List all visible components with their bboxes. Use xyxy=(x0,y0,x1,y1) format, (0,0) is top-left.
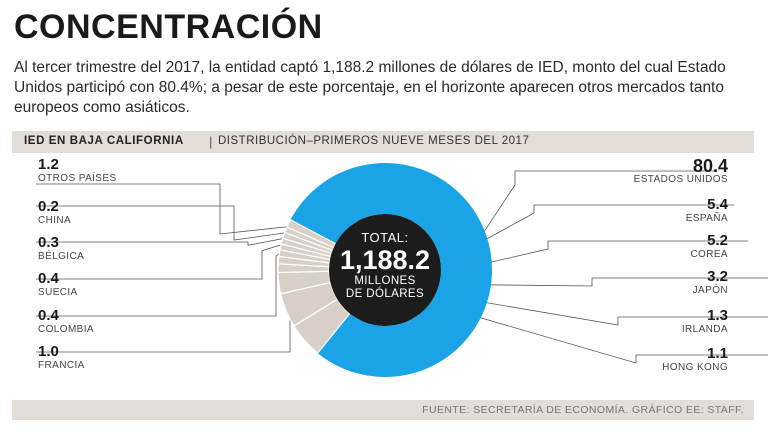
leader-left-2 xyxy=(36,236,290,246)
label-value: 1.0 xyxy=(38,343,59,360)
source-note: FUENTE: SECRETARÍA DE ECONOMÍA. GRÁFICO … xyxy=(422,404,744,416)
label-belgica: 0.3 BÉLGICA xyxy=(38,235,84,263)
label-name: ESTADOS UNIDOS xyxy=(633,174,728,185)
label-value: 80.4 xyxy=(692,156,728,176)
label-value: 0.3 xyxy=(38,234,59,251)
label-value: 5.4 xyxy=(707,196,728,213)
label-name: COLOMBIA xyxy=(38,324,94,335)
footer-band: FUENTE: SECRETARÍA DE ECONOMÍA. GRÁFICO … xyxy=(12,400,754,420)
leader-left-3 xyxy=(36,242,288,280)
label-japon: 3.2 JAPÓN xyxy=(693,269,728,297)
label-value: 0.4 xyxy=(38,270,59,287)
chart-title-band: IED EN BAJA CALIFORNIA | DISTRIBUCIÓN–PR… xyxy=(12,131,754,153)
label-name: ESPAÑA xyxy=(685,213,728,224)
label-suecia: 0.4 SUECIA xyxy=(38,271,78,299)
label-espana: 5.4 ESPAÑA xyxy=(686,197,728,225)
label-value: 1.1 xyxy=(707,345,728,362)
label-name: IRLANDA xyxy=(681,324,728,335)
label-value: 1.2 xyxy=(38,156,59,173)
label-name: SUECIA xyxy=(38,287,78,298)
label-colombia: 0.4 COLOMBIA xyxy=(38,308,94,336)
donut-slices xyxy=(277,162,493,377)
leader-left-1 xyxy=(36,205,292,241)
label-otros: 1.2 OTROS PAÍSES xyxy=(38,157,117,185)
chart-subtitle: DISTRIBUCIÓN–PRIMEROS NUEVE MESES DEL 20… xyxy=(218,135,530,147)
total-label: TOTAL: 1,188.2 MILLONES DE DÓLARES xyxy=(330,230,440,301)
label-estados-unidos: 80.4 ESTADOS UNIDOS xyxy=(633,156,728,186)
label-hong-kong: 1.1 HONG KONG xyxy=(662,346,728,374)
label-value: 3.2 xyxy=(707,268,728,285)
label-corea: 5.2 COREA xyxy=(690,233,728,261)
label-name: JAPÓN xyxy=(692,285,728,296)
leader-right-0 xyxy=(469,170,715,253)
label-name: BÉLGICA xyxy=(38,251,85,262)
intro-text: Al tercer trimestre del 2017, la entidad… xyxy=(14,59,726,116)
total-value: 1,188.2 xyxy=(339,245,431,275)
label-francia: 1.0 FRANCIA xyxy=(38,344,85,372)
chart-title: IED EN BAJA CALIFORNIA xyxy=(24,135,184,147)
label-name: CHINA xyxy=(38,215,72,226)
label-value: 1.3 xyxy=(707,307,728,324)
label-name: HONG KONG xyxy=(662,362,728,373)
label-name: COREA xyxy=(690,249,728,260)
title-separator: | xyxy=(209,134,213,149)
label-name: FRANCIA xyxy=(38,360,85,371)
center-circle xyxy=(329,214,441,326)
label-irlanda: 1.3 IRLANDA xyxy=(682,308,728,336)
leader-left-5 xyxy=(36,253,291,353)
label-value: 0.2 xyxy=(38,198,59,215)
label-value: 5.2 xyxy=(707,232,728,249)
total-unit-1: MILLONES xyxy=(354,275,416,287)
headline: CONCENTRACIÓN xyxy=(14,8,323,46)
label-value: 0.4 xyxy=(38,307,59,324)
slice-estados-unidos xyxy=(290,162,493,377)
label-name: OTROS PAÍSES xyxy=(38,173,117,184)
leader-left-0 xyxy=(36,183,295,235)
label-china: 0.2 CHINA xyxy=(38,199,71,227)
total-caption: TOTAL: xyxy=(361,230,409,245)
total-unit-2: DE DÓLARES xyxy=(345,288,425,300)
